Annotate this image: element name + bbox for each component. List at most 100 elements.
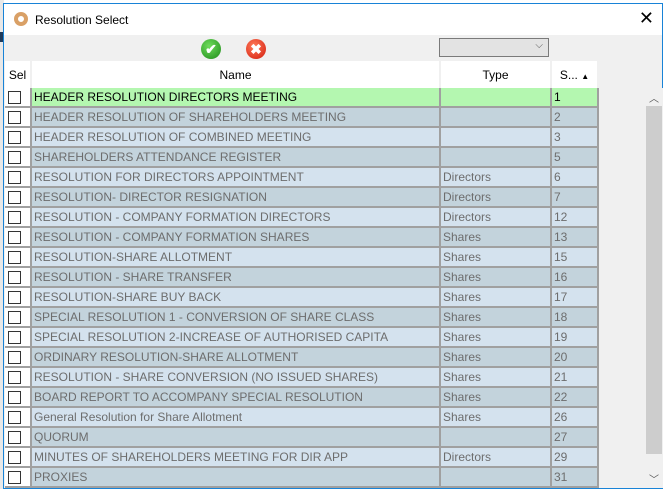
type-cell: Shares bbox=[441, 368, 552, 386]
column-header-sel[interactable]: Sel bbox=[5, 61, 32, 88]
select-cell bbox=[5, 128, 32, 146]
s-cell: 27 bbox=[552, 428, 599, 446]
table-row[interactable]: SHAREHOLDERS ATTENDANCE REGISTER 5 bbox=[5, 148, 599, 168]
type-cell: Shares bbox=[441, 408, 552, 426]
select-cell bbox=[5, 168, 32, 186]
select-cell bbox=[5, 228, 32, 246]
select-checkbox[interactable] bbox=[8, 211, 21, 224]
type-cell bbox=[441, 468, 552, 486]
type-cell: Shares bbox=[441, 328, 552, 346]
close-button[interactable]: ✕ bbox=[638, 8, 654, 28]
table-row[interactable]: RESOLUTION - SHARE CONVERSION (NO ISSUED… bbox=[5, 368, 599, 388]
select-checkbox[interactable] bbox=[8, 451, 21, 464]
s-cell: 20 bbox=[552, 348, 599, 366]
table-row[interactable]: BOARD REPORT TO ACCOMPANY SPECIAL RESOLU… bbox=[5, 388, 599, 408]
select-cell bbox=[5, 388, 32, 406]
select-checkbox[interactable] bbox=[8, 471, 21, 484]
table-row[interactable]: General Resolution for Share Allotment S… bbox=[5, 408, 599, 428]
type-cell bbox=[441, 108, 552, 126]
select-checkbox[interactable] bbox=[8, 351, 21, 364]
toolbar: ✔ ✖ ⌵ bbox=[4, 35, 662, 61]
name-cell: ORDINARY RESOLUTION-SHARE ALLOTMENT bbox=[32, 348, 441, 366]
select-cell bbox=[5, 108, 32, 126]
select-checkbox[interactable] bbox=[8, 371, 21, 384]
column-header-type[interactable]: Type bbox=[441, 61, 552, 88]
s-cell: 18 bbox=[552, 308, 599, 326]
select-checkbox[interactable] bbox=[8, 91, 21, 104]
s-cell: 13 bbox=[552, 228, 599, 246]
select-checkbox[interactable] bbox=[8, 291, 21, 304]
name-cell: RESOLUTION - SHARE TRANSFER bbox=[32, 268, 441, 286]
table-row[interactable]: HEADER RESOLUTION OF SHAREHOLDERS MEETIN… bbox=[5, 108, 599, 128]
table-row[interactable]: PROXIES 31 bbox=[5, 468, 599, 488]
table-row[interactable]: RESOLUTION - COMPANY FORMATION DIRECTORS… bbox=[5, 208, 599, 228]
type-cell: Shares bbox=[441, 228, 552, 246]
select-checkbox[interactable] bbox=[8, 171, 21, 184]
column-header-name[interactable]: Name bbox=[32, 61, 441, 88]
table-row[interactable]: SPECIAL RESOLUTION 1 - CONVERSION OF SHA… bbox=[5, 308, 599, 328]
scrollbar-thumb[interactable] bbox=[646, 106, 662, 454]
type-cell: Shares bbox=[441, 348, 552, 366]
type-cell: Shares bbox=[441, 308, 552, 326]
select-cell bbox=[5, 468, 32, 486]
type-cell: Directors bbox=[441, 188, 552, 206]
table-row[interactable]: RESOLUTION - SHARE TRANSFER Shares 16 bbox=[5, 268, 599, 288]
select-checkbox[interactable] bbox=[8, 431, 21, 444]
select-checkbox[interactable] bbox=[8, 251, 21, 264]
table-row[interactable]: ORDINARY RESOLUTION-SHARE ALLOTMENT Shar… bbox=[5, 348, 599, 368]
select-checkbox[interactable] bbox=[8, 391, 21, 404]
background-app-bar bbox=[0, 32, 4, 42]
table-row[interactable]: MINUTES OF SHAREHOLDERS MEETING FOR DIR … bbox=[5, 448, 599, 468]
table-row[interactable]: RESOLUTION-SHARE ALLOTMENT Shares 15 bbox=[5, 248, 599, 268]
select-checkbox[interactable] bbox=[8, 311, 21, 324]
filter-dropdown[interactable]: ⌵ bbox=[439, 38, 549, 57]
title-bar: Resolution Select ✕ bbox=[4, 4, 662, 35]
s-cell: 5 bbox=[552, 148, 599, 166]
select-cell bbox=[5, 368, 32, 386]
sort-ascending-icon: ▲ bbox=[581, 72, 590, 81]
name-cell: MINUTES OF SHAREHOLDERS MEETING FOR DIR … bbox=[32, 448, 441, 466]
confirm-check-icon[interactable]: ✔ bbox=[201, 39, 221, 59]
select-checkbox[interactable] bbox=[8, 411, 21, 424]
type-cell: Shares bbox=[441, 388, 552, 406]
select-checkbox[interactable] bbox=[8, 191, 21, 204]
s-cell: 7 bbox=[552, 188, 599, 206]
grid-body: HEADER RESOLUTION DIRECTORS MEETING 1 HE… bbox=[5, 88, 599, 488]
table-row[interactable]: HEADER RESOLUTION DIRECTORS MEETING 1 bbox=[5, 88, 599, 108]
select-cell bbox=[5, 208, 32, 226]
select-checkbox[interactable] bbox=[8, 231, 21, 244]
select-checkbox[interactable] bbox=[8, 111, 21, 124]
name-cell: RESOLUTION- DIRECTOR RESIGNATION bbox=[32, 188, 441, 206]
type-cell: Directors bbox=[441, 208, 552, 226]
type-cell bbox=[441, 428, 552, 446]
type-cell bbox=[441, 148, 552, 166]
scroll-up-icon[interactable]: ︿ bbox=[649, 94, 659, 105]
table-row[interactable]: SPECIAL RESOLUTION 2-INCREASE OF AUTHORI… bbox=[5, 328, 599, 348]
s-cell: 29 bbox=[552, 448, 599, 466]
resolution-select-dialog: Resolution Select ✕ ✔ ✖ ⌵ Sel Name Type … bbox=[3, 3, 663, 489]
cancel-x-icon[interactable]: ✖ bbox=[246, 39, 266, 59]
select-checkbox[interactable] bbox=[8, 131, 21, 144]
type-cell: Shares bbox=[441, 248, 552, 266]
table-row[interactable]: HEADER RESOLUTION OF COMBINED MEETING 3 bbox=[5, 128, 599, 148]
name-cell: SPECIAL RESOLUTION 2-INCREASE OF AUTHORI… bbox=[32, 328, 441, 346]
table-row[interactable]: RESOLUTION - COMPANY FORMATION SHARES Sh… bbox=[5, 228, 599, 248]
s-cell: 31 bbox=[552, 468, 599, 486]
s-cell: 12 bbox=[552, 208, 599, 226]
table-row[interactable]: RESOLUTION FOR DIRECTORS APPOINTMENT Dir… bbox=[5, 168, 599, 188]
select-cell bbox=[5, 188, 32, 206]
name-cell: HEADER RESOLUTION OF SHAREHOLDERS MEETIN… bbox=[32, 108, 441, 126]
select-cell bbox=[5, 88, 32, 106]
scroll-down-icon[interactable]: ﹀ bbox=[649, 475, 659, 486]
column-header-s[interactable]: S... ▲ bbox=[552, 61, 599, 88]
name-cell: RESOLUTION FOR DIRECTORS APPOINTMENT bbox=[32, 168, 441, 186]
table-row[interactable]: RESOLUTION- DIRECTOR RESIGNATION Directo… bbox=[5, 188, 599, 208]
select-checkbox[interactable] bbox=[8, 331, 21, 344]
table-row[interactable]: QUORUM 27 bbox=[5, 428, 599, 448]
select-cell bbox=[5, 428, 32, 446]
select-checkbox[interactable] bbox=[8, 151, 21, 164]
select-checkbox[interactable] bbox=[8, 271, 21, 284]
vertical-scrollbar[interactable]: ︿ ﹀ bbox=[645, 88, 663, 488]
resolution-grid: Sel Name Type S... ▲ HEADER RESOLUTION D… bbox=[5, 61, 599, 488]
table-row[interactable]: RESOLUTION-SHARE BUY BACK Shares 17 bbox=[5, 288, 599, 308]
